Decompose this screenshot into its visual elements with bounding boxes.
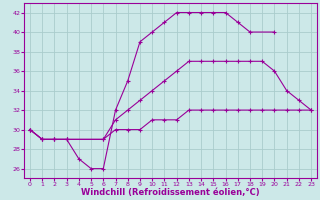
X-axis label: Windchill (Refroidissement éolien,°C): Windchill (Refroidissement éolien,°C) — [81, 188, 260, 197]
